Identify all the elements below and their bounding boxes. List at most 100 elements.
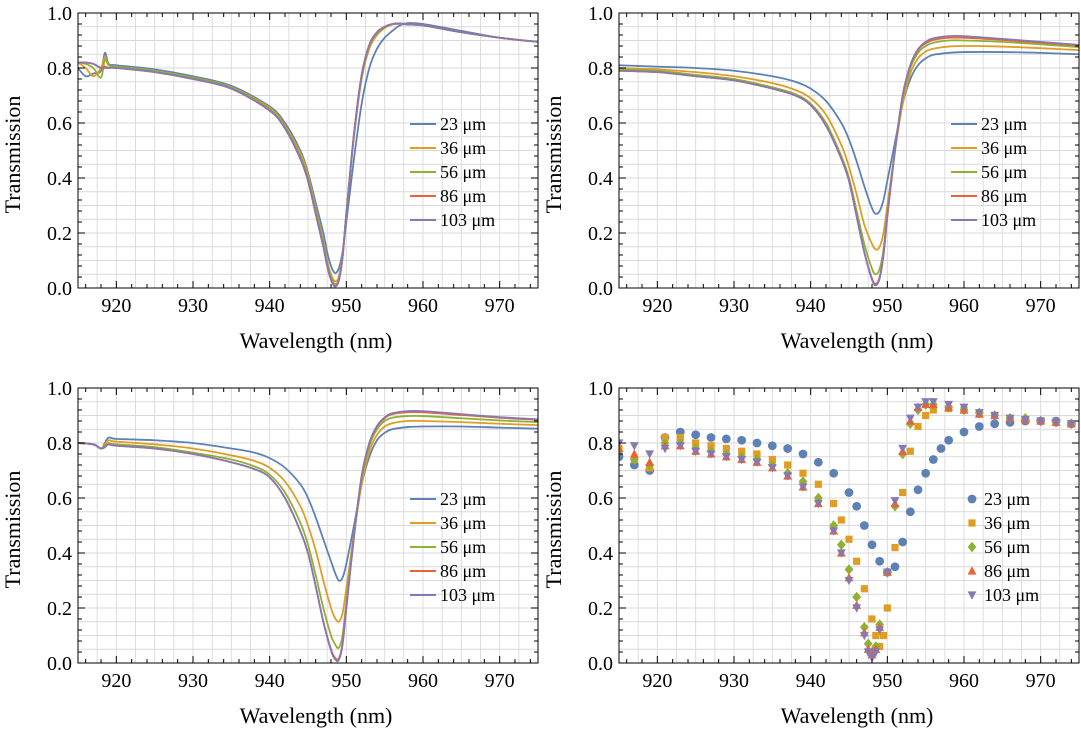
series-group: [619, 34, 1079, 287]
grid: [77, 387, 539, 664]
legend-label: 23 μm: [981, 114, 1027, 134]
chart-svg-1: 920 930 940 950 960 970 0.0 0.2 0.4 0.6 0.8 1.0 Wave…: [0, 3, 539, 353]
x-axis-title: Wavelength (nm): [240, 703, 393, 728]
legend: 23 μm 36 μm 56 μm 86 μm 103 μm: [967, 489, 1039, 605]
legend-label: 86 μm: [981, 186, 1027, 206]
data-point: [872, 631, 880, 640]
data-point: [1066, 420, 1076, 429]
legend-label: 56 μm: [984, 537, 1030, 557]
series-line-5: [619, 34, 1079, 287]
data-point: [898, 537, 908, 547]
data-point: [767, 464, 777, 473]
y-tick-label: 0.0: [588, 653, 613, 675]
data-point: [798, 476, 808, 487]
x-tick-label: 970: [1026, 670, 1056, 692]
data-point: [913, 403, 923, 413]
legend-label: 56 μm: [981, 162, 1027, 182]
x-tick-label: 970: [485, 670, 515, 692]
data-point: [867, 653, 877, 663]
chart-svg-3: 920 930 940 950 960 970 0.0 0.2 0.4 0.6 0.8 1.0 Wave…: [0, 378, 539, 728]
series-1: [619, 51, 1079, 215]
x-axis-title: Wavelength (nm): [781, 703, 934, 728]
data-point: [836, 539, 846, 550]
data-point: [859, 521, 869, 530]
data-point: [867, 540, 877, 550]
data-point: [660, 444, 670, 454]
data-point: [936, 444, 946, 453]
data-point: [707, 442, 715, 450]
series-3: [619, 39, 1079, 276]
legend-label: 36 μm: [440, 138, 486, 158]
x-tick-label: 950: [872, 670, 902, 692]
chart-svg-2: 920 930 940 950 960 970 0.0 0.2 0.4 0.6 0.8 1.0 Wave…: [541, 3, 1080, 353]
data-point: [692, 439, 700, 447]
y-tick-label: 0.8: [47, 58, 72, 80]
data-point: [879, 631, 888, 640]
series-group: [78, 409, 538, 663]
data-point: [768, 455, 776, 464]
x-tick-label: 920: [642, 295, 672, 317]
data-point: [906, 447, 914, 455]
data-point: [974, 422, 984, 431]
legend-label: 103 μm: [440, 585, 495, 605]
series-line-5: [78, 22, 538, 288]
data-point: [737, 435, 747, 445]
data-point: [813, 457, 823, 467]
plot-frame: [618, 387, 1080, 664]
y-tick-label: 0.0: [588, 278, 613, 300]
data-point: [722, 444, 730, 453]
data-point: [837, 516, 845, 524]
x-axis-title: Wavelength (nm): [240, 328, 393, 353]
series-line-1: [78, 425, 538, 582]
data-point: [675, 442, 685, 451]
data-point: [871, 648, 881, 657]
x-tick-label: 940: [796, 295, 826, 317]
ticks: [78, 12, 538, 289]
x-tick-label: 970: [485, 295, 515, 317]
y-tick-label: 0.6: [47, 488, 72, 510]
plot-frame: [618, 12, 1080, 289]
data-point: [913, 485, 923, 495]
data-point: [905, 414, 915, 424]
ticks: [78, 387, 538, 664]
x-axis-title: Wavelength (nm): [781, 328, 934, 353]
data-point: [836, 549, 846, 558]
data-point: [798, 483, 808, 492]
data-point: [752, 438, 762, 448]
data-point: [914, 422, 922, 431]
data-point: [738, 447, 746, 455]
series-group: [78, 22, 538, 288]
legend-label: 56 μm: [440, 537, 486, 557]
data-point: [899, 488, 907, 497]
series-5: [78, 409, 538, 663]
y-axis-title: Transmission: [541, 471, 566, 589]
data-point: [844, 576, 854, 586]
data-point: [921, 468, 931, 478]
y-tick-label: 0.8: [588, 58, 613, 80]
y-axis-title: Transmission: [0, 96, 25, 214]
chart-panel-2: 920 930 940 950 960 970 0.0 0.2 0.4 0.6 0.8 1.0 Wave…: [541, 0, 1081, 375]
x-tick-label: 920: [101, 295, 131, 317]
data-point: [928, 455, 938, 464]
legend-label: 103 μm: [981, 210, 1036, 230]
x-tick-label: 930: [719, 295, 749, 317]
data-point: [829, 468, 839, 478]
chart-panel-3: 920 930 940 950 960 970 0.0 0.2 0.4 0.6 0.8 1.0 Wave…: [0, 375, 540, 750]
legend-label: 103 μm: [984, 585, 1039, 605]
data-point: [844, 488, 854, 497]
x-tick-label: 960: [408, 295, 438, 317]
y-tick-label: 0.2: [47, 223, 72, 245]
data-point: [890, 497, 900, 506]
data-point: [863, 638, 873, 649]
series-line-5: [78, 409, 538, 663]
data-point: [1036, 417, 1046, 426]
data-point: [891, 543, 899, 552]
x-tick-label: 920: [642, 670, 672, 692]
plot-frame: [77, 12, 539, 289]
legend-label: 86 μm: [440, 561, 486, 581]
y-tick-label: 1.0: [47, 3, 72, 25]
legend-swatch: [967, 591, 977, 600]
data-point: [798, 449, 808, 459]
data-point: [645, 450, 655, 459]
